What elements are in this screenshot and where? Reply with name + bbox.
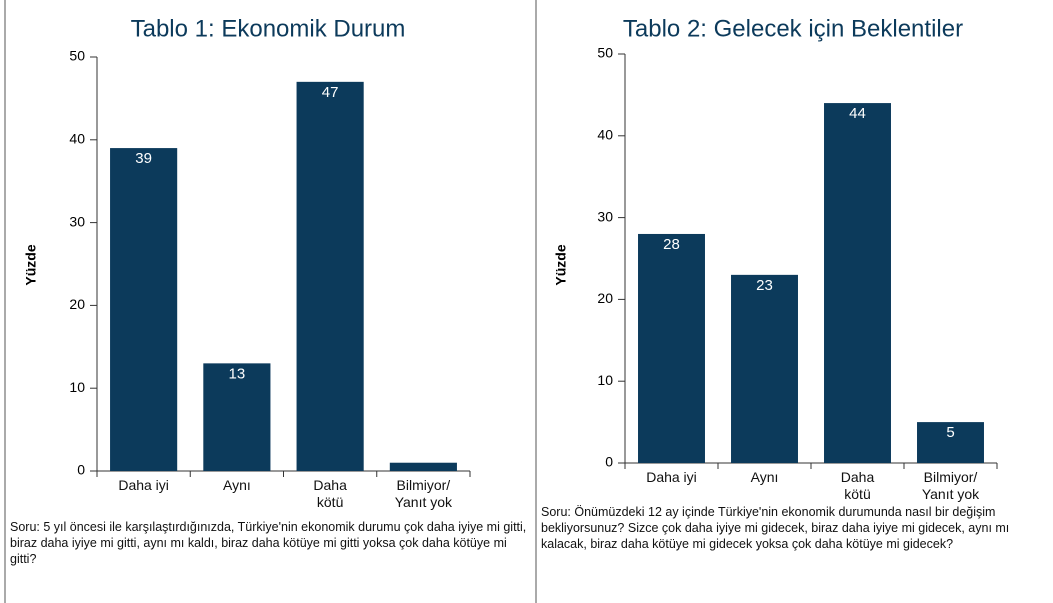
question-note: Soru: 5 yıl öncesi ile karşılaştırdığını… [10, 520, 527, 566]
y-tick-label: 20 [69, 296, 85, 312]
y-tick-label: 50 [597, 45, 613, 61]
x-tick-label: Daha kötü [313, 477, 347, 510]
y-tick-label: 50 [69, 48, 85, 64]
value-label: 13 [229, 365, 246, 382]
value-label: 28 [663, 236, 680, 253]
value-label: 47 [322, 84, 339, 101]
chart-title: Tablo 2: Gelecek için Beklentiler [623, 15, 963, 42]
y-tick-label: 10 [597, 372, 613, 388]
x-tick-label: Daha kötü [840, 469, 875, 502]
y-tick-label: 0 [77, 462, 85, 478]
bar [203, 363, 271, 471]
chart-title: Tablo 1: Ekonomik Durum [131, 15, 406, 42]
bar [389, 462, 457, 471]
x-tick-label: Bilmiyor/ Yanıt yok [394, 477, 453, 510]
y-axis-label: Yüzde [23, 244, 39, 285]
y-tick-label: 40 [69, 131, 85, 147]
x-tick-label: Aynı [750, 469, 779, 485]
bar [296, 81, 364, 471]
question-note: Soru: Önümüzdeki 12 ay içinde Türkiye'ni… [541, 505, 1010, 551]
y-axis-label: Yüzde [553, 244, 569, 285]
value-label: 23 [756, 277, 773, 294]
y-tick-label: 0 [605, 454, 613, 470]
y-tick-label: 10 [69, 379, 85, 395]
y-tick-label: 30 [597, 208, 613, 224]
bar [917, 422, 984, 463]
x-tick-label: Aynı [222, 477, 251, 493]
x-tick-label: Daha iyi [118, 477, 169, 493]
x-tick-label: Daha iyi [646, 469, 697, 485]
x-tick-label: Bilmiyor/ Yanıt yok [921, 469, 980, 502]
value-label: 44 [849, 105, 866, 122]
bar [731, 274, 798, 463]
value-label: 39 [135, 150, 152, 167]
y-tick-label: 20 [597, 290, 613, 306]
value-label: 5 [946, 424, 954, 441]
y-tick-label: 30 [69, 213, 85, 229]
bar [824, 103, 891, 463]
bar [110, 148, 178, 471]
bar [638, 233, 705, 463]
y-tick-label: 40 [597, 127, 613, 143]
